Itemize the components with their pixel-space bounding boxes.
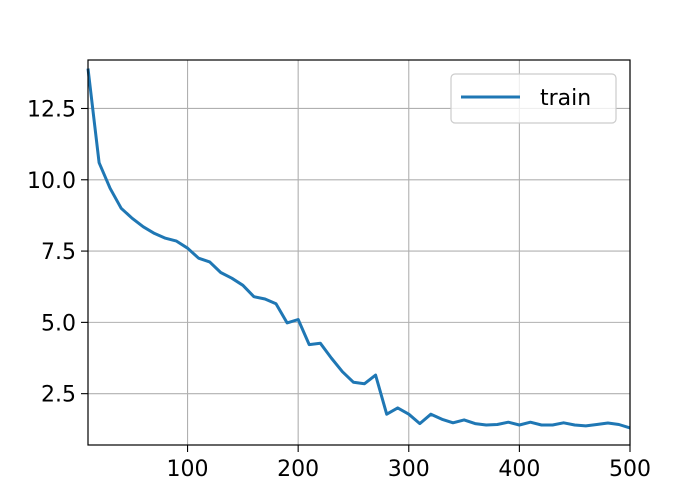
- x-tick-label: 200: [277, 457, 319, 482]
- axis-ticks: 100 200 300 400 500 2.5 5.0 7.5 10.0 12.5: [27, 97, 651, 482]
- legend-box: [450, 73, 617, 124]
- plot-area-frame: [87, 59, 631, 446]
- x-tick-label: 300: [388, 457, 430, 482]
- y-tick-label: 7.5: [41, 240, 76, 265]
- x-tick-label: 400: [498, 457, 540, 482]
- y-tick-label: 2.5: [41, 383, 76, 408]
- x-tick-label: 500: [609, 457, 651, 482]
- series-line-train: [86, 68, 631, 430]
- x-tick-label: 100: [167, 457, 209, 482]
- series-layer: [86, 68, 631, 430]
- y-tick-label: 10.0: [27, 169, 76, 194]
- legend: train: [450, 73, 617, 124]
- y-tick-label: 5.0: [41, 311, 76, 336]
- legend-label: train: [540, 86, 591, 111]
- y-tick-label: 12.5: [27, 97, 76, 122]
